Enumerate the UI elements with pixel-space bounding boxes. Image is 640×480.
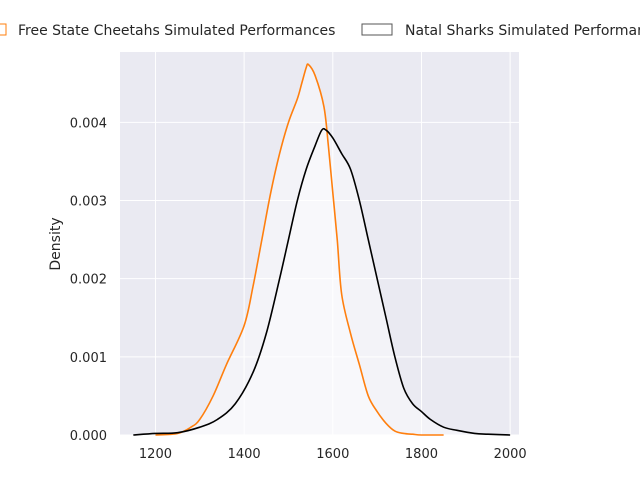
- y-tick-labels: 0.000 0.001 0.002 0.003 0.004: [70, 116, 107, 444]
- x-tick-labels: 1200 1400 1600 1800 2000: [139, 447, 527, 462]
- y-tick-label: 0.002: [70, 273, 107, 288]
- plot-background: [120, 52, 519, 435]
- density-fill-natal-sharks: [133, 128, 511, 436]
- density-line-free-state-cheetahs: [155, 63, 444, 436]
- density-lines: [133, 63, 511, 436]
- y-tick-label: 0.001: [70, 351, 107, 366]
- x-tick-label: 1800: [405, 447, 438, 462]
- x-tick-label: 1600: [316, 447, 349, 462]
- x-tick-label: 1200: [139, 447, 172, 462]
- x-tick-label: 2000: [494, 447, 527, 462]
- y-tick-label: 0.000: [70, 429, 107, 444]
- y-axis-label: Density: [48, 217, 64, 270]
- y-tick-label: 0.003: [70, 195, 107, 210]
- legend-swatch-natal-sharks: [361, 23, 393, 36]
- grid-lines: [120, 52, 519, 436]
- legend-label-free-state-cheetahs: Free State Cheetahs Simulated Performanc…: [18, 23, 335, 39]
- legend-label-natal-sharks: Natal Sharks Simulated Performances: [405, 23, 640, 39]
- density-fill-free-state-cheetahs: [155, 64, 444, 435]
- y-tick-label: 0.004: [70, 116, 107, 131]
- legend-swatch-free-state-cheetahs: [0, 23, 7, 36]
- density-fills: [133, 64, 511, 436]
- density-line-natal-sharks: [133, 127, 511, 436]
- legend: Free State Cheetahs Simulated Performanc…: [0, 23, 640, 39]
- x-tick-label: 1400: [228, 447, 261, 462]
